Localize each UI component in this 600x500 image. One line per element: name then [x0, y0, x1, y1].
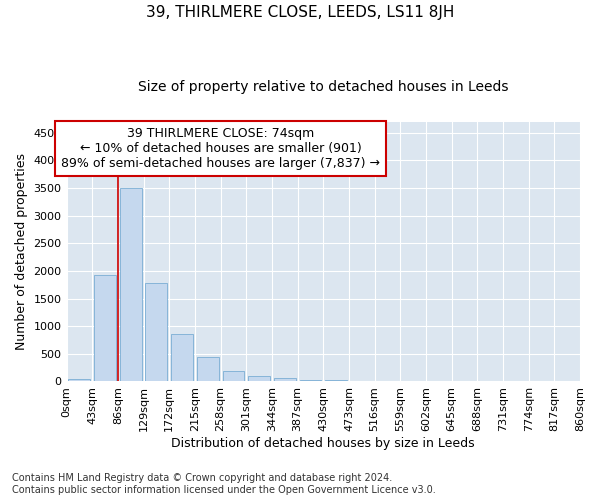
Text: 39 THIRLMERE CLOSE: 74sqm
← 10% of detached houses are smaller (901)
89% of semi: 39 THIRLMERE CLOSE: 74sqm ← 10% of detac…: [61, 127, 380, 170]
Bar: [274, 378, 296, 382]
Y-axis label: Number of detached properties: Number of detached properties: [15, 153, 28, 350]
Bar: [94, 274, 116, 382]
Bar: [299, 380, 322, 382]
Bar: [223, 371, 244, 382]
Bar: [197, 356, 218, 382]
Bar: [120, 188, 142, 382]
Bar: [68, 378, 90, 382]
Bar: [248, 376, 270, 382]
Bar: [325, 380, 347, 382]
Bar: [145, 283, 167, 382]
Bar: [171, 334, 193, 382]
X-axis label: Distribution of detached houses by size in Leeds: Distribution of detached houses by size …: [172, 437, 475, 450]
Title: Size of property relative to detached houses in Leeds: Size of property relative to detached ho…: [138, 80, 509, 94]
Text: Contains HM Land Registry data © Crown copyright and database right 2024.
Contai: Contains HM Land Registry data © Crown c…: [12, 474, 436, 495]
Text: 39, THIRLMERE CLOSE, LEEDS, LS11 8JH: 39, THIRLMERE CLOSE, LEEDS, LS11 8JH: [146, 5, 454, 20]
